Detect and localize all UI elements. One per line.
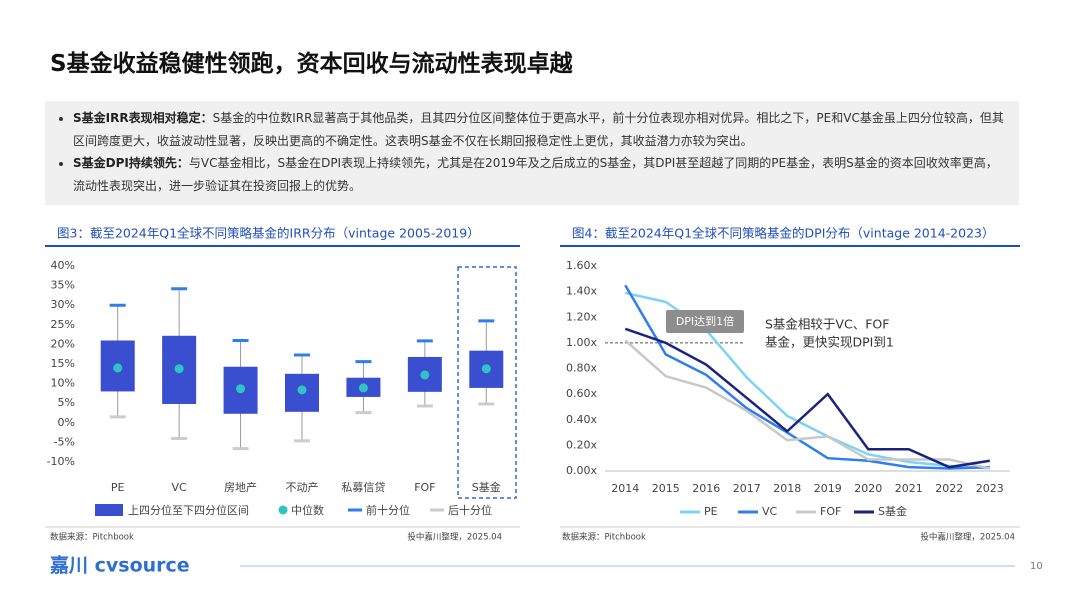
chart-title: 图4：截至2024年Q1全球不同策略基金的DPI分布（vintage 2014-… [572, 226, 995, 241]
median-dot [481, 364, 491, 374]
median-dot [174, 364, 184, 374]
x-tick-label: 2015 [652, 482, 680, 495]
credit: 投中嘉川整理，2025.04 [407, 532, 502, 543]
y-tick-label: 30% [51, 298, 75, 311]
x-tick-label: 2017 [733, 482, 761, 495]
summary-box: S基金IRR表现相对稳定：S基金的中位数IRR显著高于其他品类，且其四分位区间整… [45, 101, 1019, 205]
y-tick-label: 0% [58, 416, 75, 429]
y-tick-label: 25% [51, 318, 75, 331]
y-tick-label: 0.00x [566, 464, 597, 477]
y-tick-label: 1.20x [566, 310, 597, 323]
legend-label: 上四分位至下四分位区间 [128, 503, 249, 517]
legend-swatch [95, 504, 123, 516]
y-tick-label: 0.60x [566, 387, 597, 400]
y-tick-label: 1.00x [566, 336, 597, 349]
y-tick-label: 10% [51, 377, 75, 390]
x-tick-label: 2022 [935, 482, 963, 495]
legend-label: S基金 [878, 504, 907, 518]
x-tick-label: 2014 [611, 482, 639, 495]
median-dot [358, 383, 368, 393]
legend-label: 中位数 [291, 503, 324, 517]
y-tick-label: 1.60x [566, 259, 597, 272]
x-tick-label: FOF [414, 481, 435, 494]
legend-label: PE [704, 505, 718, 518]
series-line [624, 327, 990, 469]
legend-label: 前十分位 [366, 503, 410, 517]
page-number: 10 [1030, 561, 1043, 572]
bullet-text: 与VC基金相比，S基金在DPI表现上持续领先，尤其是在2019年及之后成立的S基… [73, 156, 998, 193]
legend-label: 后十分位 [448, 503, 492, 517]
x-tick-label: 不动产 [286, 480, 319, 494]
x-tick-label: VC [172, 481, 188, 494]
y-tick-label: 20% [51, 337, 75, 350]
x-tick-label: 房地产 [224, 480, 257, 494]
legend-label: VC [762, 505, 778, 518]
x-tick-label: 2023 [976, 482, 1004, 495]
x-tick-label: 2016 [692, 482, 720, 495]
median-dot [113, 363, 123, 373]
x-tick-label: PE [111, 481, 125, 494]
source: 数据来源：Pitchbook [50, 532, 134, 543]
x-tick-label: S基金 [472, 480, 501, 494]
source: 数据来源：Pitchbook [562, 532, 646, 543]
logo: 嘉川 cvsource [49, 555, 190, 577]
annotation-tag: DPI达到1倍 [676, 314, 734, 328]
slide-title: S基金收益稳健性领跑，资本回收与流动性表现卓越 [50, 51, 573, 77]
series-line [624, 339, 991, 470]
y-tick-label: 40% [51, 259, 75, 272]
annotation-box [666, 310, 744, 333]
credit: 投中嘉川整理，2025.04 [920, 532, 1015, 543]
y-tick-label: 15% [51, 357, 75, 370]
y-tick-label: 1.40x [566, 285, 597, 298]
x-tick-label: 2021 [895, 482, 923, 495]
y-tick-label: -5% [54, 435, 75, 448]
bullet-lead: S基金DPI持续领先： [73, 156, 189, 170]
chart-title: 图3：截至2024年Q1全球不同策略基金的IRR分布（vintage 2005-… [57, 226, 480, 241]
median-dot [297, 385, 307, 395]
x-tick-label: 2019 [814, 482, 842, 495]
y-tick-label: 0.40x [566, 413, 597, 426]
annotation: 基金，更快实现DPI到1 [765, 335, 894, 350]
y-tick-label: 35% [51, 279, 75, 292]
x-tick-label: 2018 [773, 482, 801, 495]
bullet: S基金DPI持续领先：与VC基金相比，S基金在DPI表现上持续领先，尤其是在20… [73, 152, 1009, 197]
median-dot [420, 370, 430, 380]
median-dot [236, 384, 246, 394]
bullet-text: S基金的中位数IRR显著高于其他品类，且其四分位区间整体位于更高水平，前十分位表… [73, 111, 1004, 148]
legend-label: FOF [820, 505, 841, 518]
legend-swatch [278, 505, 288, 515]
y-tick-label: 0.20x [566, 438, 597, 451]
annotation: S基金相较于VC、FOF [765, 317, 889, 332]
bullet: S基金IRR表现相对稳定：S基金的中位数IRR显著高于其他品类，且其四分位区间整… [73, 107, 1009, 152]
y-tick-label: -10% [47, 455, 75, 468]
highlight-frame [457, 266, 517, 499]
bullet-lead: S基金IRR表现相对稳定： [73, 111, 213, 125]
y-tick-label: 0.80x [566, 362, 597, 375]
x-tick-label: 私募信贷 [341, 480, 385, 494]
y-tick-label: 5% [58, 396, 75, 409]
x-tick-label: 2020 [854, 482, 882, 495]
series-line [624, 284, 990, 470]
